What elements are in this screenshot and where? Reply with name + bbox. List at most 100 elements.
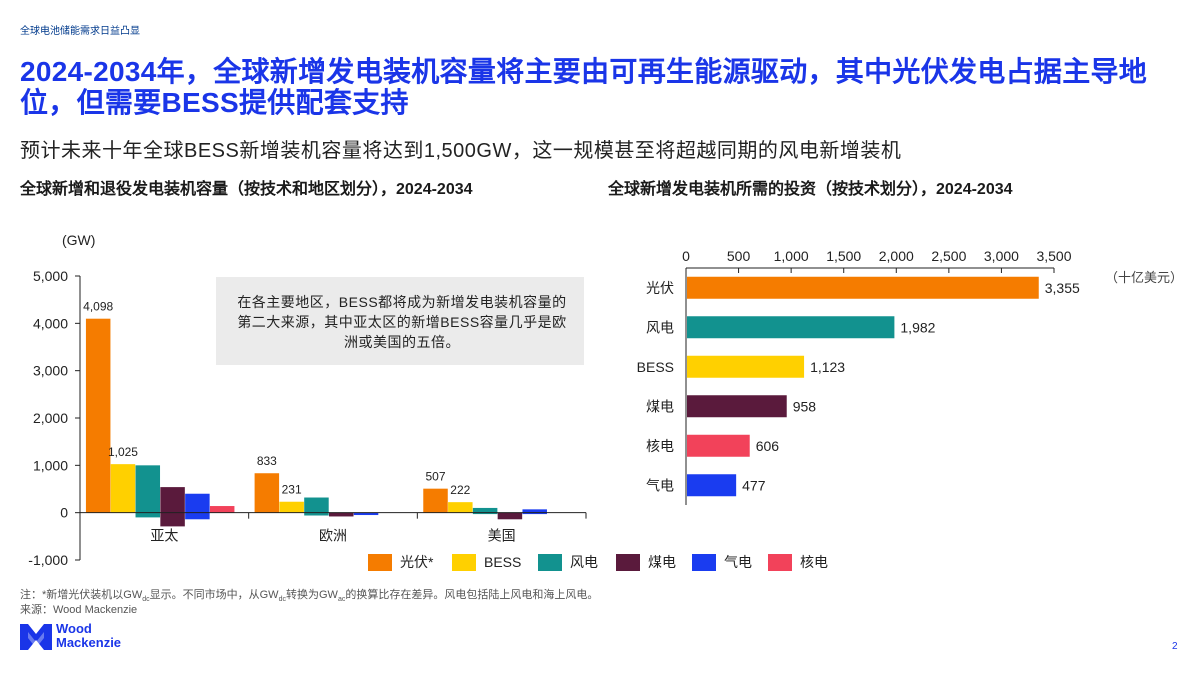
data-label: 4,098 [83,300,113,314]
footnote-mid2: 转换为GW [285,589,338,601]
wood-mackenzie-logo-icon [20,624,52,650]
y-tick-label: 1,000 [33,457,68,473]
legend-item-solar: 光伏* [368,553,433,571]
legend-swatch-bess [452,553,476,571]
capacity-bar-chart: (GW) -1,000 0 1,000 2,000 3,000 4,000 5,000 4,09… [28,232,587,568]
legend-swatch-coal [616,553,640,571]
y-tick-label: 2,000 [33,410,68,426]
logo-line-2: Mackenzie [56,635,122,650]
bar-coal [160,487,185,513]
bar-gas [522,512,547,515]
x-tick-label: 1,000 [774,248,809,264]
legend-swatch-gas [692,553,716,571]
bar-wind [135,465,161,513]
x-tick-label: 3,500 [1036,248,1071,264]
data-label: 1,123 [810,359,845,375]
logo-wordmark: Wood Mackenzie [56,622,121,650]
bar-wind [304,497,329,513]
bar-solar [423,488,448,513]
data-label: 1,025 [108,445,138,459]
footnote-mid: 显示。不同市场中，从GW [149,589,279,601]
category-label: BESS [637,359,674,375]
callout-box [216,277,584,365]
footnote-sub-ac: ac [337,596,346,604]
category-label: 欧洲 [319,528,347,544]
section-label: 全球电池储能需求日益凸显 [20,26,140,37]
data-label: 477 [742,477,766,493]
footnote-sub-dc-1: dc [142,596,150,604]
y-tick-label: 0 [60,505,68,521]
bar-wind [687,316,895,339]
data-label: 3,355 [1045,280,1080,296]
legend-item-nuclear: 核电 [768,553,828,571]
bar-coal [160,512,185,527]
data-label: 833 [257,454,277,468]
x-tick-label: 0 [682,248,690,264]
legend-item-gas: 气电 [692,553,752,571]
data-label: 222 [450,483,470,497]
legend-swatch-solar [368,553,392,571]
y-axis-unit: (GW) [62,232,95,248]
category-label: 气电 [646,477,674,493]
legend-label-coal: 煤电 [648,554,676,570]
legend-item-wind: 风电 [538,553,598,571]
category-label: 风电 [646,319,674,335]
bar-wind [304,512,329,516]
category-label: 美国 [488,528,516,544]
logo-line-1: Wood [56,621,92,636]
x-tick-label: 2,500 [931,248,966,264]
legend-swatch-wind [538,553,562,571]
callout-text: 在各主要地区，BESS都将成为新增发电装机容量的第二大来源，其中亚太区的新增BE… [237,294,567,350]
category-label: 光伏 [646,280,674,296]
bar-nuclear [209,506,235,513]
bar-wind [135,512,161,518]
bar-coal [687,395,787,418]
footnote-prefix: 注：*新增光伏装机以GW [20,589,143,601]
bar-bess [110,464,136,513]
headline: 2024-2034年，全球新增发电装机容量将主要由可再生能源驱动，其中光伏发电占… [20,56,1148,118]
bar-gas [522,509,547,513]
legend-item-bess: BESS [452,553,521,571]
x-tick-label: 3,000 [984,248,1019,264]
subheadline: 预计未来十年全球BESS新增装机容量将达到1,500GW，这一规模甚至将超越同期… [20,140,902,162]
bar-wind [472,512,498,515]
bar-bess [448,502,473,513]
category-label: 煤电 [646,398,674,414]
legend-swatch-nuclear [768,553,792,571]
bar-coal [329,512,354,517]
bar-bess [279,501,304,513]
bar-coal [497,512,523,520]
legend-label-gas: 气电 [724,554,752,570]
y-tick-label: 5,000 [33,268,68,284]
bar-nuclear [687,434,750,457]
left-chart-title: 全球新增和退役发电装机容量（按技术和地区划分），2024-2034 [20,181,473,198]
investment-bar-chart: 0 500 1,000 1,500 2,000 2,500 3,000 3,500 （十亿美元）… [637,248,1183,505]
bar-gas [687,474,737,497]
x-tick-label: 1,500 [826,248,861,264]
legend-label-bess: BESS [484,554,522,570]
footnote-sub-dc-2: dc [278,596,286,604]
bar-gas [185,512,210,520]
legend-label-solar: 光伏* [400,554,434,570]
data-label: 958 [793,398,817,414]
category-label: 核电 [646,438,674,454]
source-note: 来源：Wood Mackenzie [20,604,138,616]
y-tick-label: 4,000 [33,315,68,331]
x-axis-unit: （十亿美元） [1105,270,1183,285]
x-tick-label: 500 [727,248,751,264]
right-chart-title: 全球新增发电装机所需的投资（按技术划分），2024-2034 [608,181,1013,198]
legend-item-coal: 煤电 [616,553,676,571]
data-label: 606 [756,438,780,454]
bar-gas [185,493,210,513]
data-label: 507 [426,470,446,484]
category-label: 亚太 [150,528,178,544]
footnote: 注：*新增光伏装机以GWdc显示。不同市场中，从GWdc转换为GWac的换算比存… [20,586,598,603]
y-tick-label: 3,000 [33,363,68,379]
y-tick-label: -1,000 [28,552,68,568]
bar-solar [85,318,111,513]
footnote-suffix: 的换算比存在差异。风电包括陆上风电和海上风电。 [345,589,599,601]
bar-gas [353,512,379,516]
x-tick-label: 2,000 [879,248,914,264]
data-label: 1,982 [900,319,935,335]
bar-solar [254,473,280,513]
